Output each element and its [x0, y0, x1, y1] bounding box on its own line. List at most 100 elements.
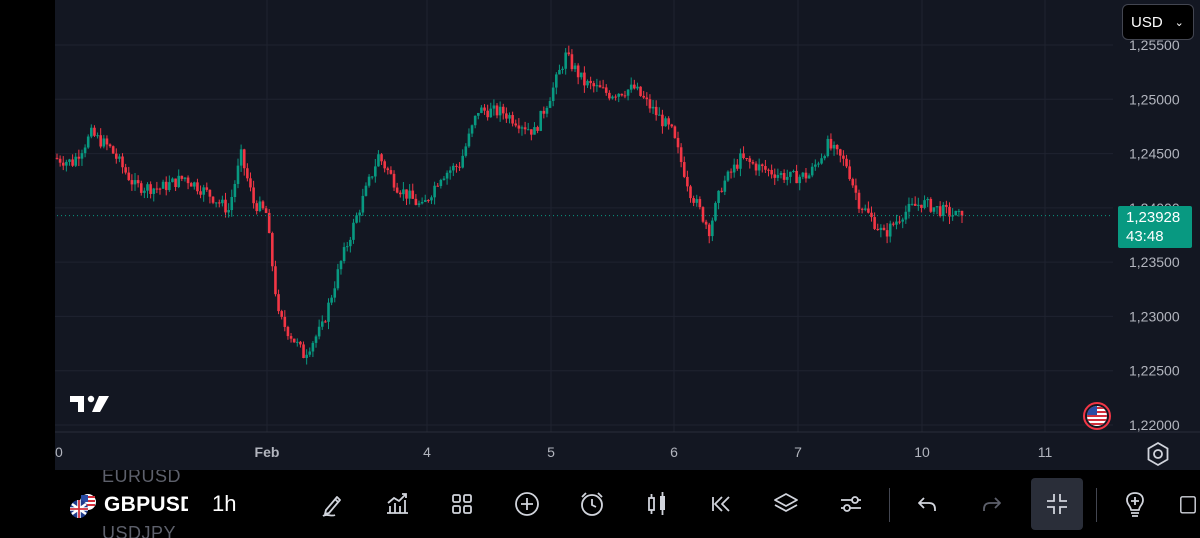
candle-body [411, 190, 415, 199]
add-button[interactable] [507, 484, 547, 524]
layers-button[interactable] [766, 484, 806, 524]
candle-body [370, 176, 374, 178]
candle-body [960, 210, 964, 216]
time-tick-label: 5 [547, 444, 555, 460]
candle-body [804, 172, 808, 179]
candle-body [102, 138, 106, 147]
candle-body [517, 125, 521, 129]
candle-body [601, 87, 605, 89]
candle-body [80, 153, 84, 159]
candle-body [536, 127, 539, 131]
candle-body [767, 169, 770, 171]
candle-body [907, 203, 911, 212]
candle-body [495, 105, 499, 116]
price-tick-label: 1,25500 [1129, 37, 1180, 53]
candle-body [698, 199, 702, 208]
candle-body [99, 135, 102, 147]
bottom-toolbar: EURUSD GBPUSD USDJPY 1h [0, 470, 1200, 538]
replay-button[interactable] [701, 484, 741, 524]
candle-body [255, 203, 259, 212]
candle-body [90, 127, 93, 137]
symbol-selector[interactable]: EURUSD GBPUSD USDJPY [60, 470, 188, 538]
candle-body [748, 158, 752, 163]
candle-body [533, 127, 536, 135]
currency-select[interactable]: USD ⌄ [1122, 4, 1194, 40]
candle-body [183, 177, 187, 179]
candle-body [895, 221, 898, 225]
draw-tool-button[interactable] [312, 484, 352, 524]
candle-body [71, 159, 74, 166]
price-tick-label: 1,25000 [1129, 91, 1180, 107]
candle-body [860, 208, 864, 210]
settings-sliders-button[interactable] [831, 484, 871, 524]
candle-body [686, 176, 689, 187]
candle-body [555, 74, 558, 88]
price-tick-label: 1,24500 [1129, 146, 1180, 162]
exit-fullscreen-button[interactable] [1031, 478, 1083, 530]
more-button[interactable] [1176, 484, 1200, 524]
chart-style-button[interactable] [637, 484, 677, 524]
candle-body [542, 110, 546, 114]
candle-body [842, 155, 845, 159]
candle-body [439, 179, 443, 187]
us-flag-icon[interactable] [1083, 402, 1111, 430]
redo-button[interactable] [972, 484, 1012, 524]
price-tick-label: 1,23500 [1129, 254, 1180, 270]
candle-body [405, 189, 408, 199]
candle-body [330, 297, 333, 303]
candle-body [951, 215, 954, 217]
interval-selector[interactable]: 1h [212, 491, 237, 516]
ideas-button[interactable] [1115, 484, 1155, 524]
time-tick-label: 4 [423, 444, 431, 460]
undo-button[interactable] [907, 484, 947, 524]
candle-body [623, 95, 627, 97]
candle-body [118, 156, 121, 159]
draw-pen-icon [322, 496, 341, 517]
left-strip [0, 0, 55, 470]
redo-icon [983, 497, 1001, 511]
candle-body [171, 178, 174, 183]
candle-body [682, 162, 686, 177]
alert-button[interactable] [572, 484, 612, 524]
chart-panel[interactable]: 1,255001,250001,245001,240001,235001,230… [55, 0, 1200, 470]
candle-body [945, 204, 948, 207]
candle-body [636, 86, 639, 89]
candle-body [611, 96, 614, 99]
candle-body [820, 158, 823, 164]
candle-body [832, 144, 836, 149]
candle-body [920, 204, 923, 208]
candle-body [224, 199, 227, 213]
candle-body [114, 153, 118, 159]
candle-body [295, 341, 299, 343]
candle-body [227, 210, 230, 213]
candle-body [857, 192, 861, 209]
candle-body [186, 177, 190, 184]
candle-body [121, 156, 124, 168]
indicators-button[interactable] [377, 484, 417, 524]
candle-body [539, 110, 543, 131]
candle-body [164, 181, 168, 191]
candle-body [168, 182, 171, 191]
candle-body [111, 146, 115, 154]
candle-body [93, 127, 96, 136]
candlestick-chart[interactable]: 1,255001,250001,245001,240001,235001,230… [55, 0, 1200, 470]
candle-body [342, 247, 346, 262]
chart-settings-icon[interactable] [1144, 440, 1172, 468]
candle-body [252, 187, 255, 204]
last-price: 1,23928 [1126, 209, 1181, 226]
candle-body [402, 189, 405, 195]
candle-body [108, 144, 112, 147]
candle-body [898, 221, 901, 223]
candle-body [882, 227, 886, 231]
templates-button[interactable] [442, 484, 482, 524]
candle-body [398, 192, 402, 195]
candle-body [845, 158, 848, 167]
candle-body [576, 65, 580, 78]
candle-body [511, 115, 514, 124]
candle-body [161, 181, 165, 189]
candle-body [458, 166, 461, 168]
candle-body [779, 173, 783, 175]
candle-body [174, 178, 177, 188]
candle-body [505, 113, 508, 119]
toolbar-divider [1096, 488, 1097, 522]
